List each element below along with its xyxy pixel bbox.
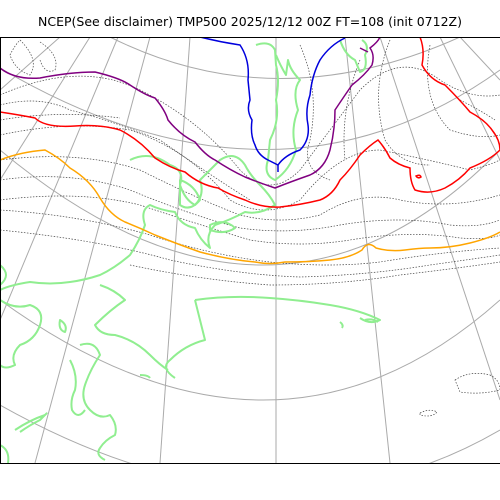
latitude-circle <box>0 149 500 266</box>
meridian <box>0 37 61 91</box>
latitude-circle <box>0 67 500 150</box>
coastline-island <box>209 221 236 234</box>
isotherm-red <box>0 37 500 208</box>
meridian <box>0 37 91 181</box>
meridian <box>159 37 191 463</box>
isotherm-purple <box>0 37 381 189</box>
coastline-arctic <box>0 264 7 286</box>
latitude-circle <box>0 404 500 463</box>
coastlines <box>0 39 381 463</box>
coastline-japan <box>0 444 10 463</box>
coastline-island <box>364 318 379 323</box>
coastline-labrador <box>94 284 169 371</box>
coastline-greenland <box>255 42 301 181</box>
coastline-svalbard <box>339 39 368 73</box>
coastline-hudson <box>165 295 381 379</box>
meridian <box>379 37 500 401</box>
isotherm-orange <box>0 149 500 265</box>
coastline-island <box>69 359 86 416</box>
coastline-island <box>339 321 344 329</box>
coastline-kamchatka <box>79 342 117 461</box>
chart-title: NCEP(See disclaimer) TMP500 2025/12/12 0… <box>38 14 462 29</box>
meridian <box>439 37 500 161</box>
meridian <box>344 37 391 463</box>
coastline-island <box>139 374 151 379</box>
coastline-island <box>179 179 201 209</box>
meridian <box>0 37 119 321</box>
map-canvas[interactable] <box>0 37 500 463</box>
coastline-sakhalin <box>14 412 48 433</box>
latitude-circle <box>109 37 461 79</box>
coastline-east-asia <box>0 299 43 369</box>
graticule <box>0 37 500 463</box>
coastline-canada <box>0 155 276 291</box>
dotted-isotherms <box>0 39 500 417</box>
coastline-island <box>58 319 67 333</box>
latitude-circle <box>0 299 500 401</box>
isotherm-blue <box>199 37 346 172</box>
meridian <box>34 37 151 463</box>
meridian <box>459 37 500 81</box>
